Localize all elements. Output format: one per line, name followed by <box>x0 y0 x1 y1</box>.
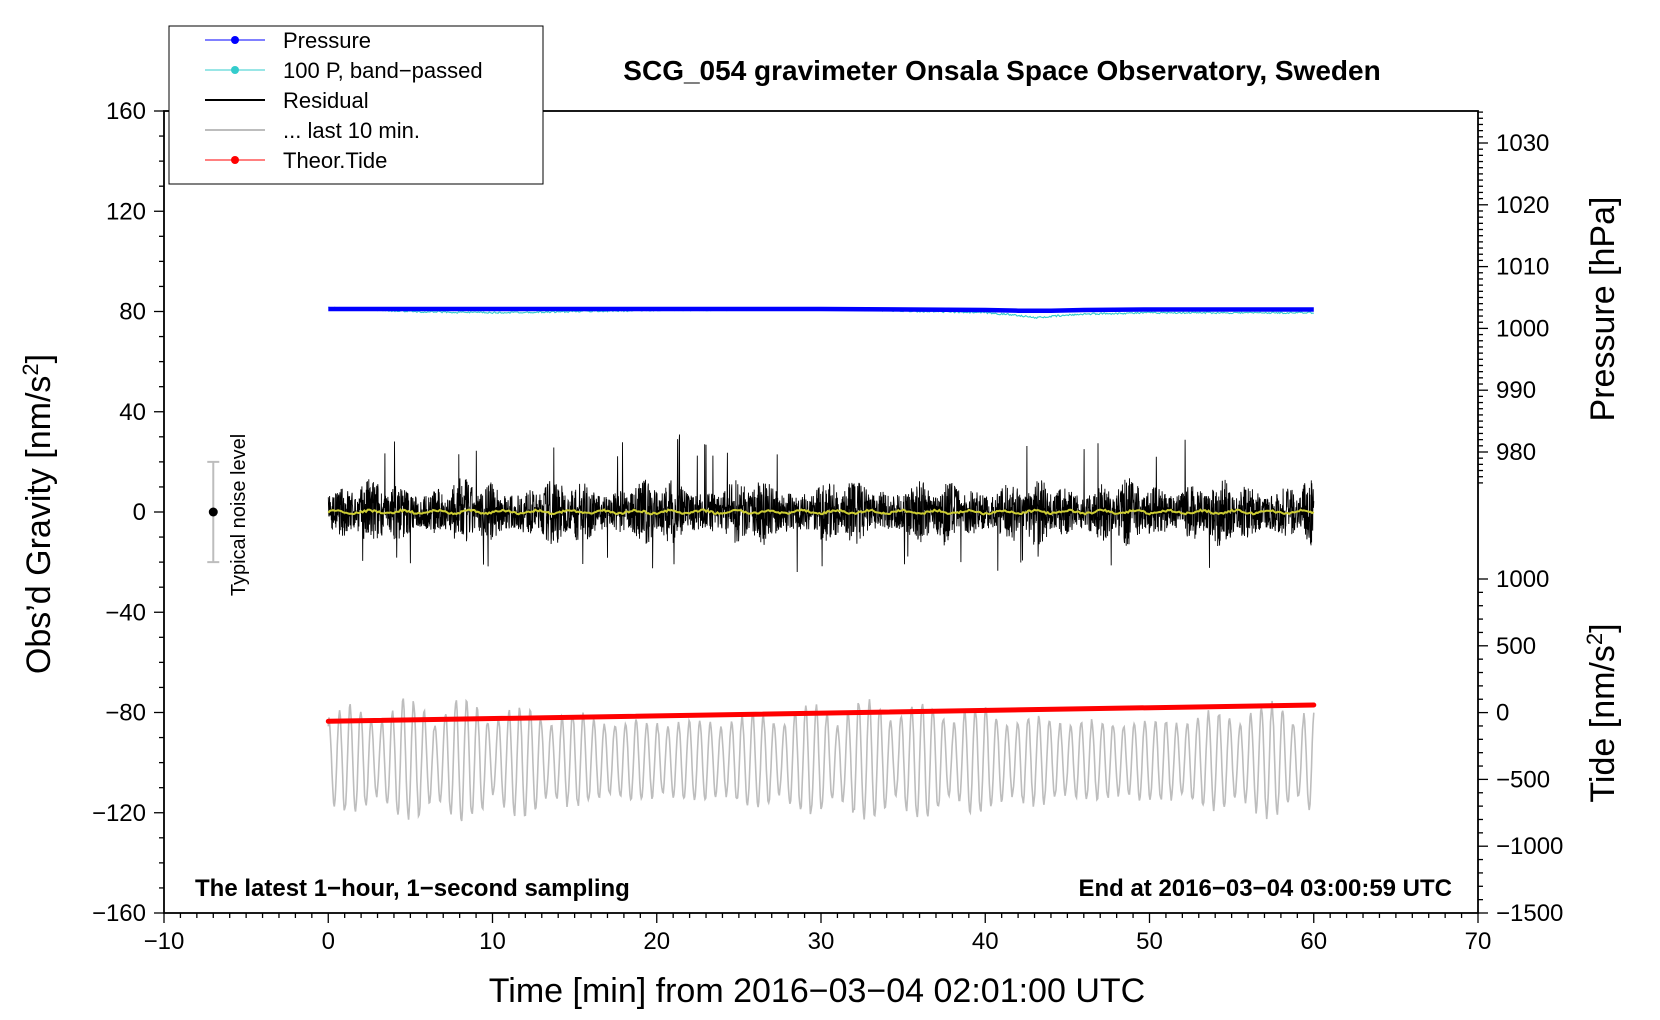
y-axis-left-title: Obs’d Gravity [nm/s2] <box>18 354 58 674</box>
y-axis-tide: −1500 −1000 −500 0 500 1000 <box>1478 566 1563 927</box>
pressure-line <box>328 306 1314 313</box>
y-axis-left: −160 −120 −80 −40 0 40 80 120 160 <box>92 98 164 927</box>
y-tick-label: 40 <box>119 399 146 426</box>
noise-level-bar <box>207 460 220 564</box>
last-10-min-line <box>327 698 1315 822</box>
pressure-tick-label: 980 <box>1496 439 1536 466</box>
y-axis-tide-title-sup: 2 <box>1582 633 1607 645</box>
legend-label: 100 P, band−passed <box>283 58 483 83</box>
residual-smoothed-line <box>327 508 1315 516</box>
y-axis-tide-title: Tide [nm/s2] <box>1582 623 1622 802</box>
y-axis-tide-title-close: ] <box>1584 623 1622 632</box>
x-tick-label: −10 <box>144 928 185 955</box>
y-tick-label: 0 <box>133 499 146 526</box>
tide-tick-label: −1500 <box>1496 900 1563 927</box>
tide-tick-label: 500 <box>1496 633 1536 660</box>
tide-tick-label: −1000 <box>1496 833 1563 860</box>
legend-label: Pressure <box>283 28 371 53</box>
y-tick-label: −120 <box>92 800 146 827</box>
y-axis-tide-title-text: Tide [nm/s <box>1584 645 1622 802</box>
x-axis: −10 0 10 20 30 40 50 60 70 <box>144 913 1492 955</box>
tide-tick-label: −500 <box>1496 766 1550 793</box>
theor-tide-line <box>325 702 1317 724</box>
x-tick-label: 40 <box>972 928 999 955</box>
y-axis-left-title-sup: 2 <box>18 363 43 375</box>
x-tick-label: 0 <box>322 928 335 955</box>
y-axis-left-title-close: ] <box>20 354 58 363</box>
legend-label: ... last 10 min. <box>283 118 420 143</box>
x-tick-label: 50 <box>1136 928 1163 955</box>
y-tick-label: 80 <box>119 299 146 326</box>
chart-title: SCG_054 gravimeter Onsala Space Observat… <box>623 55 1380 86</box>
legend-marker <box>231 156 239 164</box>
pressure-tick-label: 1010 <box>1496 254 1549 281</box>
y-tick-label: −160 <box>92 900 146 927</box>
x-axis-title: Time [min] from 2016−03−04 02:01:00 UTC <box>489 972 1145 1010</box>
legend-marker <box>231 66 239 74</box>
y-axis-pressure: 980 990 1000 1010 1020 1030 <box>1478 111 1549 484</box>
tide-tick-label: 1000 <box>1496 566 1549 593</box>
svg-text:Obs’d Gravity [nm/s2]: Obs’d Gravity [nm/s2] <box>18 354 58 674</box>
y-tick-label: 160 <box>106 98 146 125</box>
noise-level-label: Typical noise level <box>228 434 250 596</box>
pressure-tick-label: 1020 <box>1496 192 1549 219</box>
y-tick-label: −40 <box>105 599 146 626</box>
end-time-note: End at 2016−03−04 03:00:59 UTC <box>1078 875 1452 902</box>
x-tick-label: 60 <box>1300 928 1327 955</box>
pressure-tick-label: 1030 <box>1496 130 1549 157</box>
legend-label: Theor.Tide <box>283 148 387 173</box>
legend-marker <box>231 36 239 44</box>
legend: Pressure 100 P, band−passed Residual ... la… <box>168 25 544 185</box>
y-axis-left-title-text: Obs’d Gravity [nm/s <box>20 376 58 675</box>
x-tick-label: 10 <box>479 928 506 955</box>
legend-label: Residual <box>283 88 369 113</box>
y-axis-pressure-title: Pressure [hPa] <box>1584 197 1622 422</box>
x-tick-label: 30 <box>808 928 835 955</box>
x-tick-label: 20 <box>643 928 670 955</box>
pressure-tick-label: 1000 <box>1496 315 1549 342</box>
sampling-note: The latest 1−hour, 1−second sampling <box>195 875 630 902</box>
y-tick-label: 120 <box>106 198 146 225</box>
y-axis-pressure-title-text: Pressure [hPa] <box>1584 197 1622 422</box>
noise-bar-center <box>208 507 218 517</box>
noise-level-text: Typical noise level <box>228 434 250 596</box>
series-layer <box>325 306 1317 822</box>
y-tick-label: −80 <box>105 700 146 727</box>
pressure-tick-label: 990 <box>1496 377 1536 404</box>
legend-box <box>168 25 544 185</box>
x-tick-label: 70 <box>1465 928 1492 955</box>
residual-line <box>327 434 1315 573</box>
tide-tick-label: 0 <box>1496 700 1509 727</box>
svg-text:Tide [nm/s2]: Tide [nm/s2] <box>1582 623 1622 802</box>
